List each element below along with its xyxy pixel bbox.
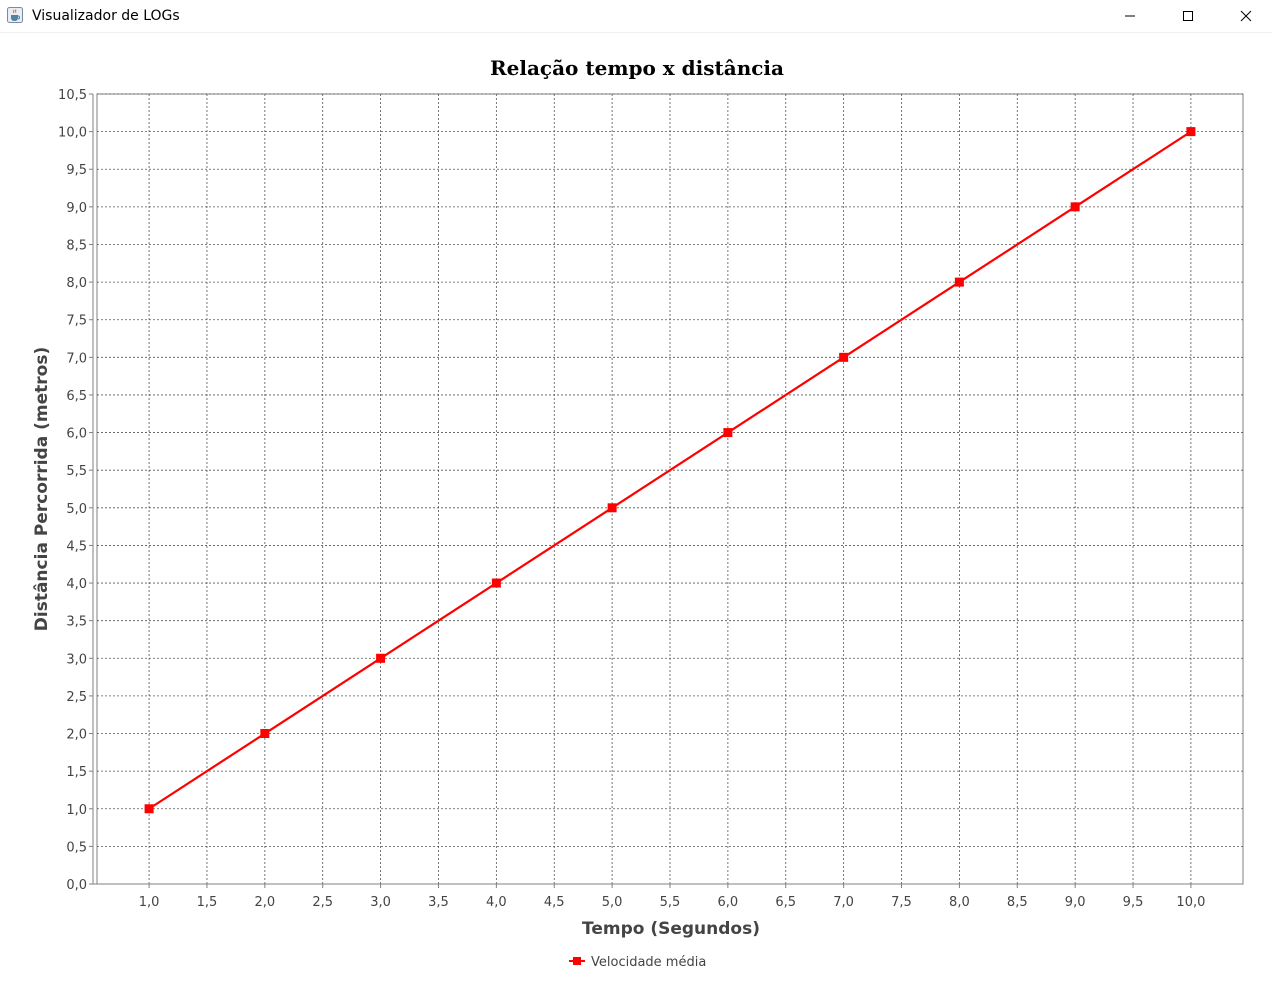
legend: Velocidade média: [569, 955, 706, 970]
data-point: [260, 729, 270, 739]
data-point: [1070, 202, 1080, 212]
legend-marker-icon: [573, 957, 581, 965]
y-tick-label: 7,5: [66, 314, 87, 329]
y-tick-label: 4,5: [66, 539, 87, 554]
y-tick-label: 8,5: [66, 238, 87, 253]
y-tick-label: 5,5: [66, 464, 87, 479]
y-tick-label: 2,0: [66, 728, 87, 743]
y-axis-label: Distância Percorrida (metros): [32, 347, 52, 631]
x-tick-label: 8,5: [1007, 895, 1028, 910]
data-point: [607, 503, 617, 513]
x-tick-label: 4,5: [544, 895, 565, 910]
data-point: [839, 352, 849, 362]
data-point: [723, 428, 733, 438]
y-tick-label: 9,5: [66, 163, 87, 178]
y-tick-label: 1,5: [66, 765, 87, 780]
title-bar[interactable]: Visualizador de LOGs: [0, 0, 1272, 33]
x-tick-label: 2,0: [255, 895, 276, 910]
y-tick-label: 8,0: [66, 276, 87, 291]
y-tick-label: 10,5: [58, 88, 87, 103]
data-point: [954, 277, 964, 287]
x-tick-label: 2,5: [312, 895, 333, 910]
x-tick-label: 4,0: [486, 895, 507, 910]
x-tick-label: 1,5: [197, 895, 218, 910]
java-cup-icon: [7, 7, 23, 23]
x-tick-label: 7,5: [891, 895, 912, 910]
y-tick-label: 3,0: [66, 652, 87, 667]
y-tick-label: 0,0: [66, 878, 87, 893]
x-tick-label: 3,0: [370, 895, 391, 910]
close-icon: [1240, 10, 1252, 22]
x-tick-label: 3,5: [428, 895, 449, 910]
minimize-button[interactable]: [1101, 0, 1159, 32]
data-point: [144, 804, 154, 814]
line-chart: Relação tempo x distância 1,0 1,5 2,0 2,5 3,…: [32, 56, 1244, 970]
x-axis-label: Tempo (Segundos): [582, 919, 760, 939]
x-tick-label: 6,0: [718, 895, 739, 910]
minimize-icon: [1125, 15, 1135, 17]
y-tick-label: 9,0: [66, 201, 87, 216]
data-point: [376, 653, 386, 663]
data-point: [1186, 127, 1196, 137]
chart-panel: Relação tempo x distância 1,0 1,5 2,0 2,5 3,…: [0, 33, 1272, 982]
y-tick-label: 6,0: [66, 427, 87, 442]
window-title: Visualizador de LOGs: [32, 8, 180, 24]
x-tick-label: 5,5: [660, 895, 681, 910]
series-line: [148, 130, 1192, 810]
y-tick-label: 6,5: [66, 389, 87, 404]
x-tick-label: 9,5: [1123, 895, 1144, 910]
y-tick-label: 5,0: [66, 502, 87, 517]
plot-area: 1,0 1,5 2,0 2,5 3,0 3,5 4,0 4,5 5,0 5,5 6,0 6,5 7,0 7…: [58, 88, 1244, 910]
maximize-icon: [1183, 11, 1193, 21]
close-button[interactable]: [1217, 0, 1272, 32]
x-tick-label: 5,0: [602, 895, 623, 910]
chart-title: Relação tempo x distância: [490, 56, 784, 80]
y-tick-label: 3,5: [66, 615, 87, 630]
data-point: [491, 578, 501, 588]
x-tick-label: 8,0: [949, 895, 970, 910]
x-tick-label: 10,0: [1176, 895, 1205, 910]
x-tick-label: 1,0: [139, 895, 160, 910]
x-tick-label: 6,5: [775, 895, 796, 910]
y-tick-label: 7,0: [66, 351, 87, 366]
y-tick-label: 0,5: [66, 840, 87, 855]
legend-label: Velocidade média: [591, 955, 706, 970]
x-tick-label: 9,0: [1065, 895, 1086, 910]
maximize-button[interactable]: [1159, 0, 1217, 32]
plot-background: [96, 93, 1244, 885]
y-tick-label: 2,5: [66, 690, 87, 705]
x-tick-label: 7,0: [833, 895, 854, 910]
y-tick-label: 1,0: [66, 803, 87, 818]
y-tick-label: 10,0: [58, 126, 87, 141]
y-tick-label: 4,0: [66, 577, 87, 592]
